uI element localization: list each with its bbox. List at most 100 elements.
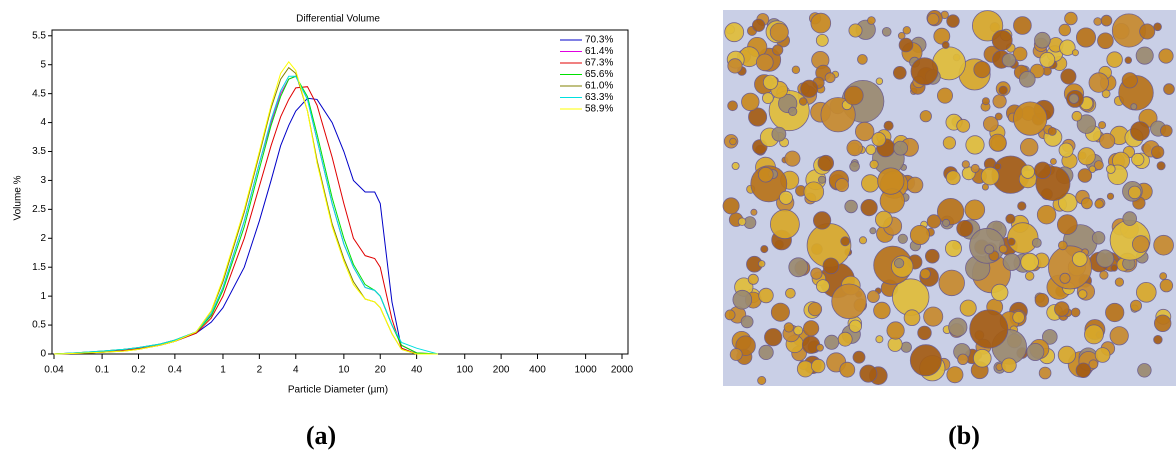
- panel-label: (a): [306, 421, 336, 450]
- particle: [748, 107, 768, 127]
- particle: [762, 74, 779, 90]
- particle: [964, 199, 986, 221]
- y-axis-label: Volume %: [13, 175, 24, 220]
- particle: [906, 176, 924, 194]
- particle: [1124, 56, 1132, 64]
- y-tick-label: 2: [40, 233, 46, 244]
- particle: [956, 118, 971, 133]
- particle: [1135, 46, 1154, 65]
- particle: [722, 197, 740, 215]
- particle: [1020, 252, 1039, 272]
- particle: [859, 236, 868, 245]
- particle: [1077, 147, 1096, 166]
- particle: [1059, 39, 1076, 56]
- panel-label: (b): [948, 421, 980, 450]
- particle: [1130, 103, 1138, 110]
- particle: [893, 140, 908, 156]
- particle: [1106, 51, 1123, 68]
- particle: [865, 144, 877, 156]
- particle: [857, 54, 868, 65]
- particle: [1093, 17, 1102, 26]
- particle: [788, 257, 809, 278]
- particle: [1005, 213, 1016, 224]
- particle: [839, 361, 856, 378]
- particle: [1019, 71, 1036, 88]
- particle: [784, 150, 801, 167]
- series-line: [53, 66, 438, 355]
- particle: [1019, 137, 1039, 157]
- particle: [807, 301, 823, 317]
- particle: [1070, 307, 1081, 318]
- particle: [1153, 314, 1172, 333]
- particle: [959, 299, 977, 317]
- x-tick-label: 10: [338, 365, 350, 376]
- particle: [848, 319, 863, 333]
- particle: [1007, 237, 1016, 246]
- particle: [973, 60, 991, 79]
- particle: [877, 167, 905, 195]
- particle: [1033, 161, 1052, 180]
- particle: [785, 287, 796, 299]
- particle: [981, 97, 990, 106]
- particle: [946, 366, 964, 384]
- particle: [1109, 326, 1129, 346]
- particle: [758, 344, 774, 360]
- particle: [1153, 234, 1174, 256]
- particle: [1057, 214, 1078, 235]
- particle: [1007, 222, 1039, 254]
- particle: [892, 66, 907, 80]
- particle: [1136, 281, 1157, 303]
- particle: [893, 258, 905, 269]
- particle: [909, 224, 930, 245]
- particle: [747, 273, 759, 285]
- particle: [1059, 272, 1071, 284]
- particle: [1058, 142, 1074, 158]
- particle: [737, 217, 747, 226]
- particle: [1091, 231, 1106, 245]
- particle: [1012, 46, 1028, 62]
- particle: [1088, 165, 1097, 173]
- x-tick-label: 0.04: [44, 365, 64, 376]
- particle: [1076, 114, 1097, 134]
- particle: [942, 136, 957, 150]
- y-tick-label: 0.5: [32, 320, 46, 331]
- x-tick-label: 2000: [611, 365, 634, 376]
- particle: [956, 219, 974, 237]
- particle: [1139, 23, 1156, 40]
- particle: [926, 214, 942, 229]
- particle: [1110, 264, 1118, 272]
- particle: [731, 161, 740, 170]
- particle: [1156, 161, 1166, 171]
- particle: [945, 239, 963, 257]
- particle: [724, 309, 736, 321]
- particle: [903, 309, 921, 327]
- particle: [942, 218, 951, 227]
- particle: [991, 283, 1009, 302]
- particle: [796, 360, 814, 378]
- particle: [835, 178, 850, 193]
- particle: [770, 209, 800, 240]
- y-tick-label: 3: [40, 175, 46, 186]
- particle: [875, 335, 884, 344]
- particle: [1160, 124, 1173, 138]
- particle: [1076, 27, 1097, 48]
- particle: [860, 199, 878, 217]
- series-line: [53, 97, 438, 355]
- particle: [924, 248, 940, 264]
- particle: [732, 289, 753, 310]
- particle: [811, 358, 826, 374]
- particle: [981, 183, 989, 191]
- particle: [991, 29, 1013, 51]
- x-tick-label: 1: [220, 365, 226, 376]
- particle: [1159, 272, 1168, 281]
- x-tick-label: 40: [411, 365, 423, 376]
- particle: [1001, 357, 1017, 374]
- y-tick-label: 5.5: [32, 30, 46, 41]
- particle: [1084, 324, 1104, 345]
- particle: [874, 210, 893, 229]
- particle: [822, 257, 840, 275]
- particle: [758, 260, 766, 268]
- legend-label: 70.3%: [585, 35, 613, 46]
